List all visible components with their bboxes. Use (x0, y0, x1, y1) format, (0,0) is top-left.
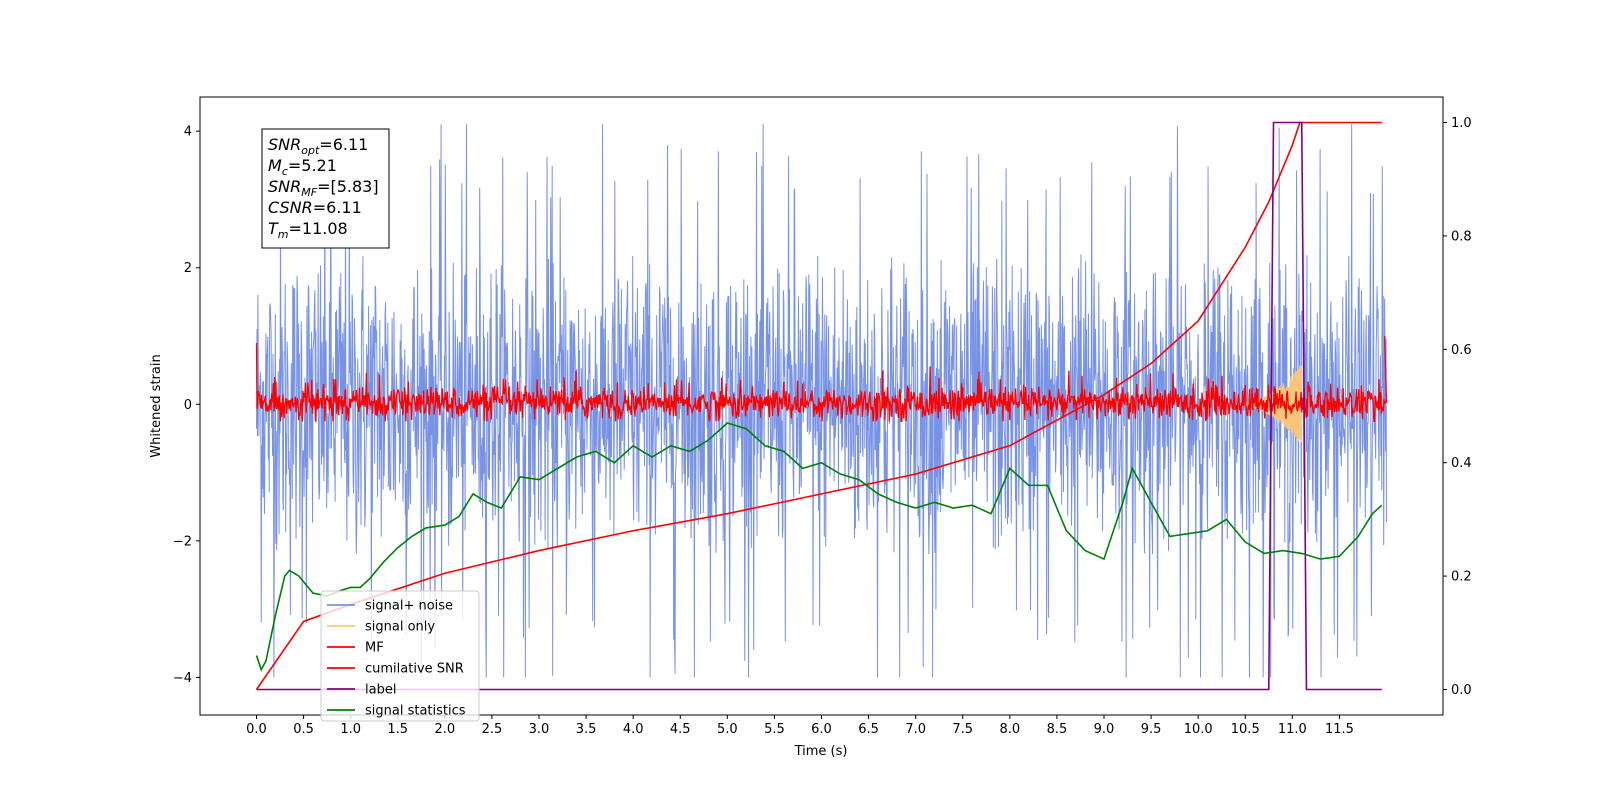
info-box-line: Tm=11.08 (268, 219, 348, 241)
x-tick-label: 3.0 (529, 722, 550, 737)
y-axis: 4 2 0 −2 −4 (173, 125, 200, 686)
info-box-frame (261, 128, 390, 249)
legend-label: cumilative SNR (365, 662, 464, 677)
y-tick-label: 2 (184, 261, 192, 276)
legend-label: signal only (365, 620, 435, 635)
x-tick-label: 8.0 (999, 722, 1020, 737)
x-tick-label: 2.0 (434, 722, 455, 737)
x-tick-label: 9.5 (1141, 722, 1162, 737)
x-tick-label: 6.5 (858, 722, 879, 737)
y2-axis: 1.0 0.8 0.6 0.4 0.2 0.0 (1443, 116, 1472, 698)
x-tick-label: 8.5 (1047, 722, 1068, 737)
x-tick-label: 2.5 (482, 722, 503, 737)
info-box-line: SNRopt=6.11 (268, 135, 368, 157)
x-tick-label: 5.0 (717, 722, 738, 737)
y-tick-label: −2 (173, 534, 192, 549)
y2-tick-label: 1.0 (1451, 116, 1472, 131)
y2-tick-label: 0.4 (1451, 456, 1472, 471)
y2-tick-label: 0.0 (1451, 683, 1472, 698)
x-tick-label: 10.0 (1184, 722, 1213, 737)
legend-label: signal+ noise (365, 599, 453, 614)
y-tick-label: −4 (173, 671, 192, 686)
x-tick-label: 4.0 (623, 722, 644, 737)
legend-label: label (365, 683, 396, 698)
x-tick-label: 10.5 (1231, 722, 1260, 737)
legend-label: MF (365, 641, 384, 656)
y2-tick-label: 0.8 (1451, 229, 1472, 244)
x-tick-label: 11.0 (1278, 722, 1307, 737)
info-box-line: CSNR=6.11 (268, 198, 362, 217)
info-box-line: Mc=5.21 (268, 156, 337, 178)
y-tick-label: 4 (184, 125, 192, 140)
y-axis-label: Whitened strain (149, 354, 164, 457)
x-tick-label: 3.5 (576, 722, 597, 737)
x-tick-label: 0.5 (293, 722, 314, 737)
x-tick-label: 11.5 (1325, 722, 1354, 737)
x-tick-label: 1.5 (387, 722, 408, 737)
x-axis-label: Time (s) (794, 744, 848, 759)
legend: signal+ noise signal only MF cumilative SNR… (320, 590, 480, 722)
x-tick-label: 1.0 (340, 722, 361, 737)
x-tick-label: 0.0 (246, 722, 267, 737)
y2-tick-label: 0.6 (1451, 343, 1472, 358)
series-line-label (256, 121, 1382, 691)
x-tick-label: 7.0 (905, 722, 926, 737)
plot-area (255, 121, 1388, 691)
x-tick-label: 4.5 (670, 722, 691, 737)
x-tick-label: 5.5 (764, 722, 785, 737)
info-box-line: SNRMF=[5.83] (268, 177, 379, 199)
series-line-signal-statistics (255, 422, 1383, 672)
series-line-mf (255, 335, 1388, 423)
y2-tick-label: 0.2 (1451, 570, 1472, 585)
y-tick-label: 0 (184, 398, 192, 413)
x-tick-label: 9.0 (1094, 722, 1115, 737)
legend-frame (320, 590, 480, 722)
legend-label: signal statistics (365, 704, 466, 719)
x-tick-label: 6.0 (811, 722, 832, 737)
series-line-signal-noise (256, 124, 1387, 678)
x-axis: 0.0 0.5 1.0 1.5 2.0 2.5 3.0 3.5 4.0 4.5 5.0 5.5 6.0 6… (246, 715, 1354, 737)
x-tick-label: 7.5 (952, 722, 973, 737)
